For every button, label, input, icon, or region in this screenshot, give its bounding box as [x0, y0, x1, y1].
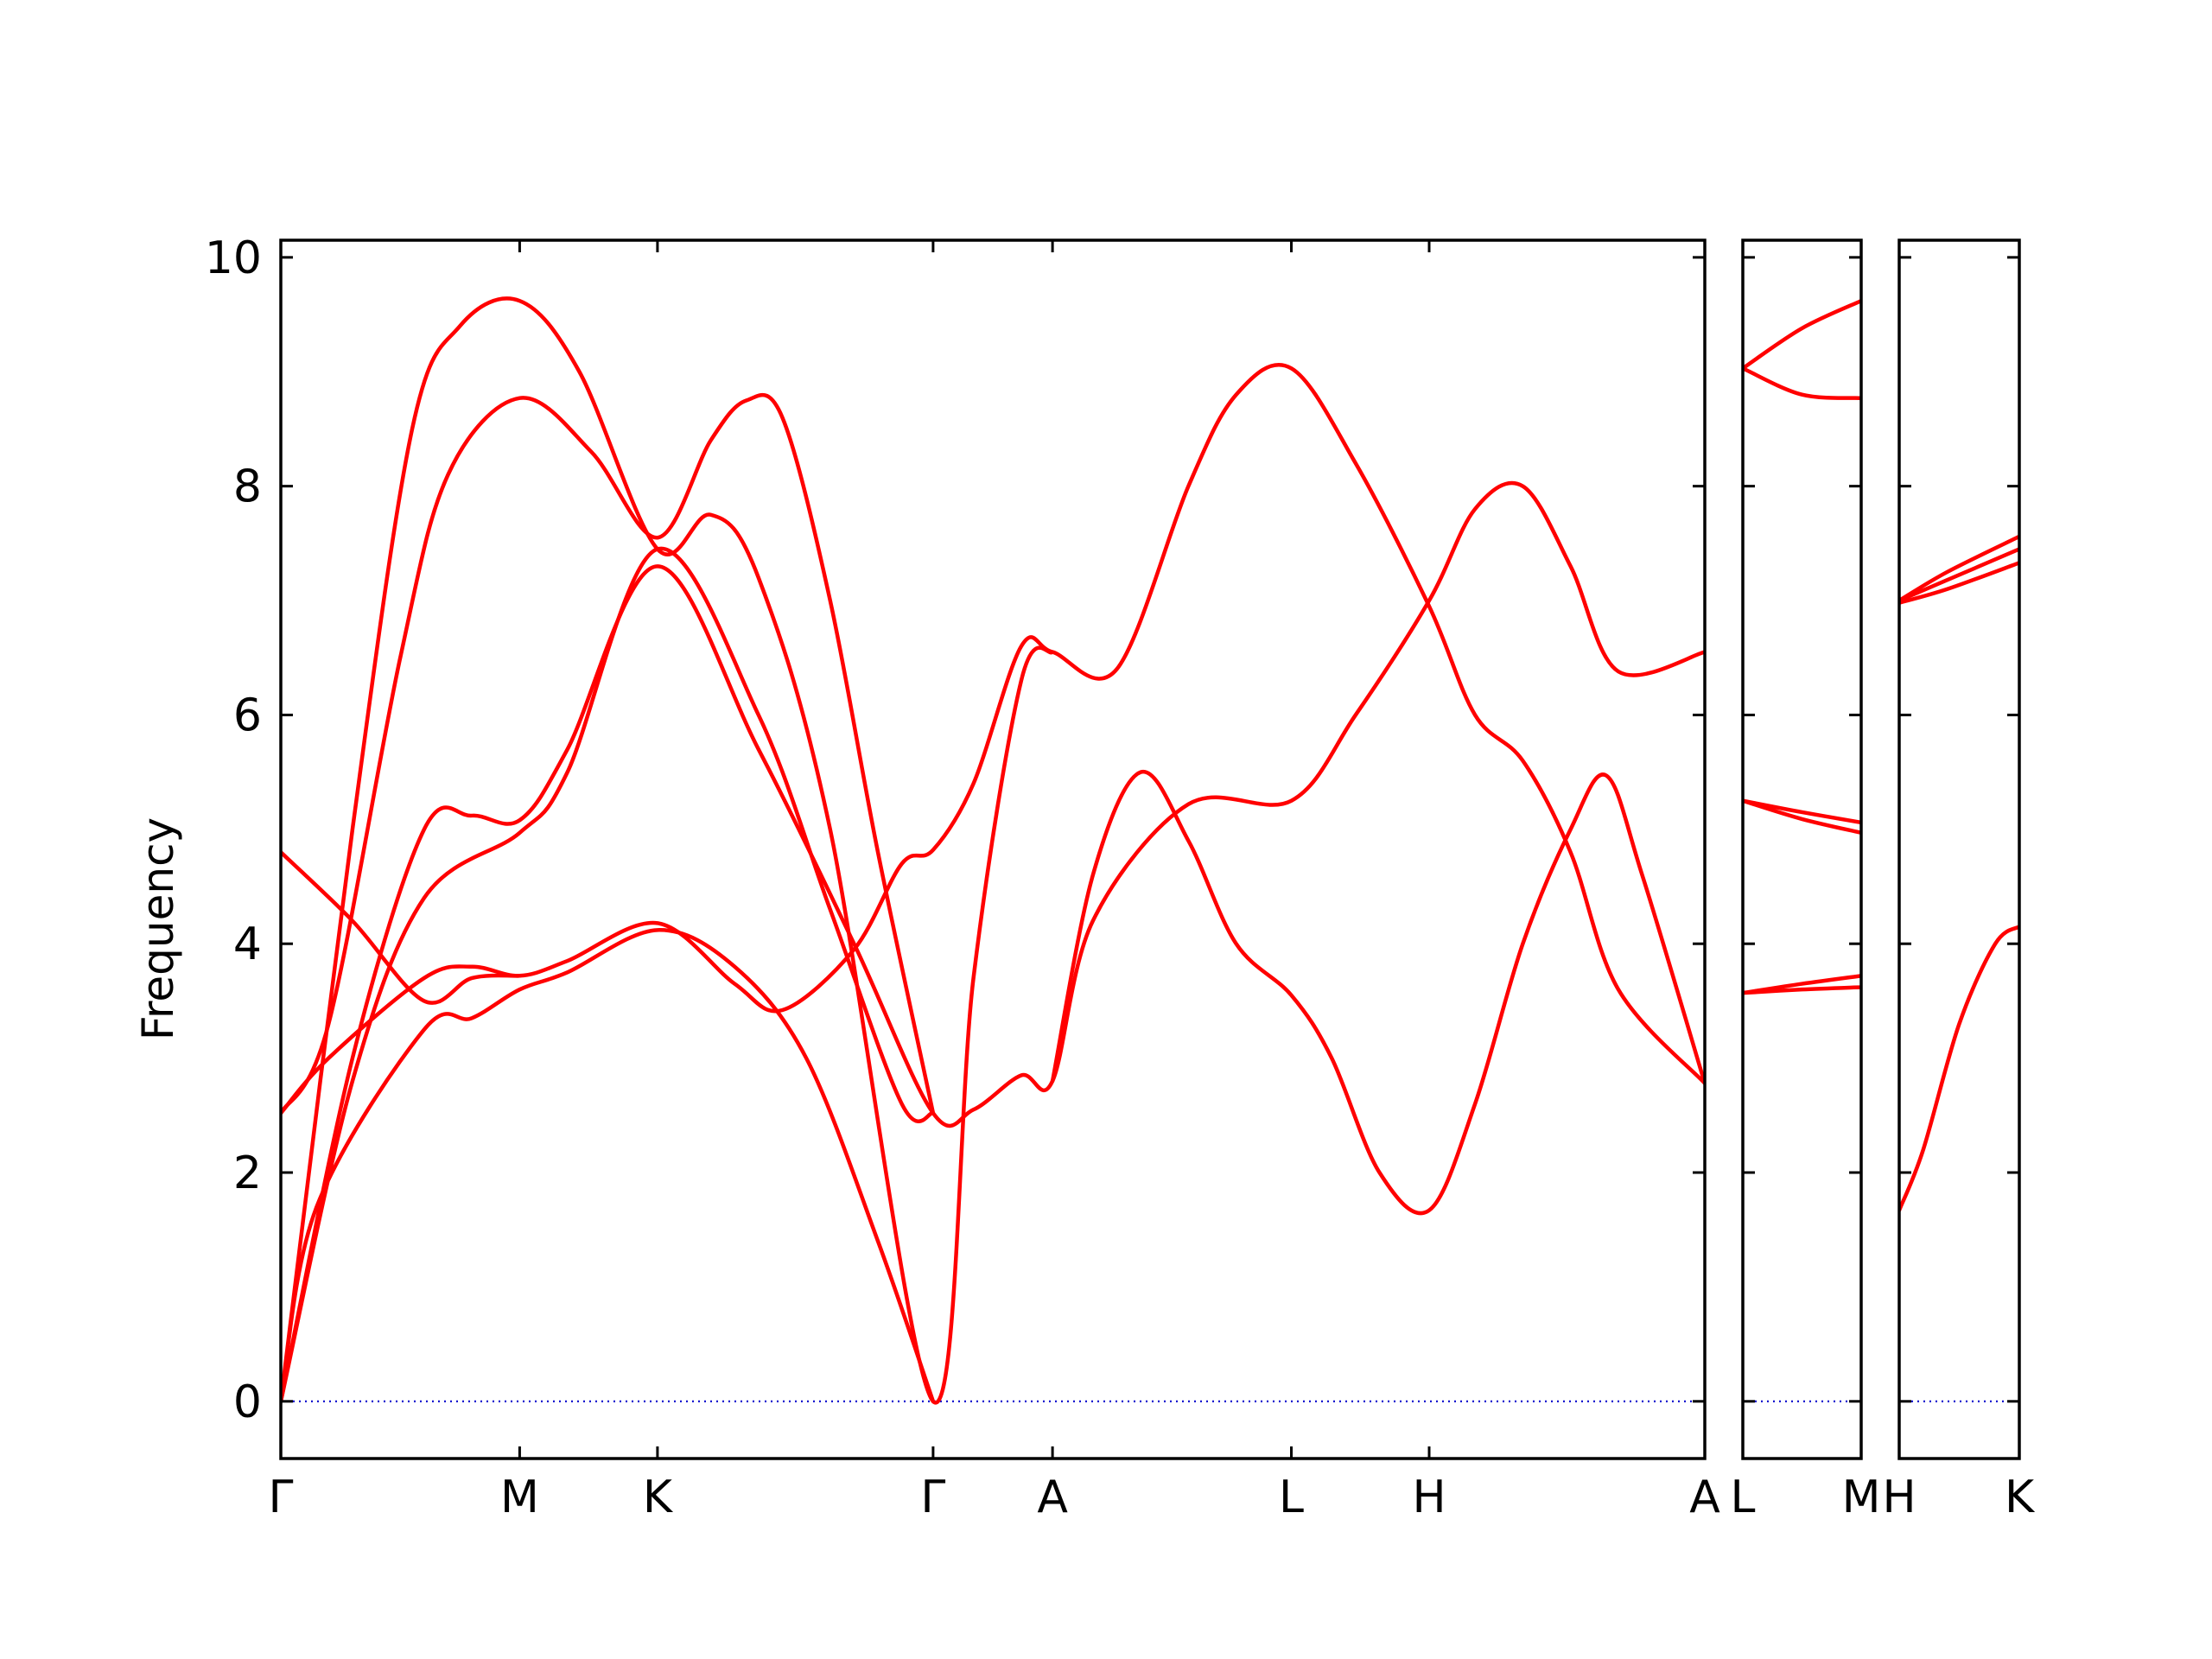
band-line [281, 362, 1705, 1116]
band-line [1899, 925, 2019, 1212]
x-tick-label-L: L [1731, 1471, 1756, 1523]
x-tick-label-A: A [1689, 1471, 1720, 1523]
band-line [281, 546, 936, 1404]
band-line [281, 296, 1055, 1405]
band-line [1743, 798, 1861, 836]
band-line [281, 850, 522, 1005]
y-tick-labels: 0 2 4 6 8 10 [205, 232, 262, 1428]
band-line [1899, 561, 2019, 605]
y-tick-label: 8 [233, 461, 262, 513]
bands [281, 296, 1705, 1405]
band-line [1743, 366, 1861, 400]
x-tick-label-M: M [1842, 1471, 1881, 1523]
y-tick-label: 10 [205, 232, 262, 284]
band-line [1899, 547, 2019, 603]
x-tick-label-M: M [500, 1471, 539, 1523]
band-line [1743, 985, 1861, 995]
y-tick-label: 6 [233, 690, 262, 741]
x-tick-label-K: K [2005, 1471, 2036, 1523]
x-tick-label-K: K [643, 1471, 674, 1523]
panel-frame [1897, 238, 2021, 1460]
band-line [281, 392, 936, 1116]
x-tick-label-A: A [1037, 1471, 1068, 1523]
band-line [1050, 769, 1705, 1216]
y-tick-label: 4 [233, 918, 262, 970]
band-line [281, 480, 1705, 1404]
bands [1743, 298, 1861, 995]
panel-frame [279, 238, 1707, 1460]
panel-frame [1741, 238, 1863, 1460]
x-tick-label-H: H [1882, 1471, 1916, 1523]
band-line [281, 928, 936, 1404]
band-line [1743, 298, 1861, 371]
x-tick-label-H: H [1412, 1471, 1446, 1523]
x-tick-label-Γ: Γ [269, 1471, 294, 1523]
bands [1899, 534, 2019, 1212]
y-tick-label: 0 [233, 1376, 262, 1428]
x-tick-label-Γ: Γ [920, 1471, 945, 1523]
x-tick-label-L: L [1279, 1471, 1304, 1523]
y-tick-label: 2 [233, 1147, 262, 1199]
y-axis-label-group: Frequency [133, 817, 183, 1040]
y-axis-label: Frequency [133, 817, 183, 1040]
